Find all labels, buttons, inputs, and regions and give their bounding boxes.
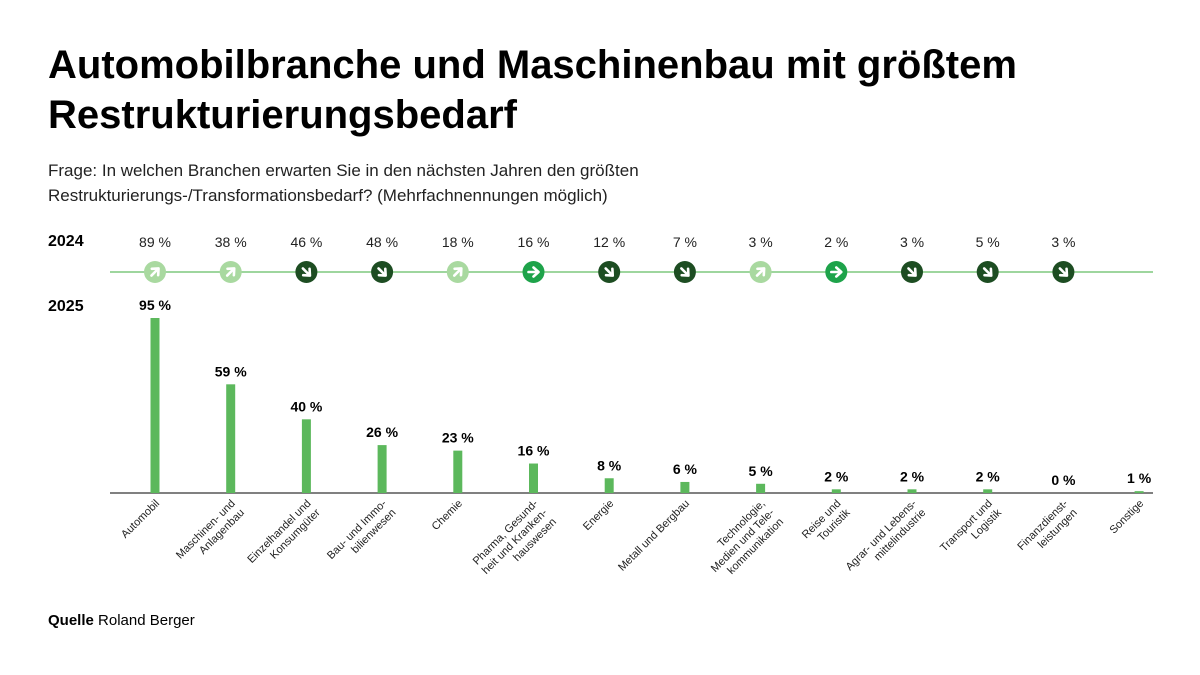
bar-2025 [301, 419, 311, 493]
bar-2025 [680, 481, 690, 493]
value-label-2025: 40 % [290, 398, 322, 414]
value-label-2025: 6 % [673, 461, 698, 477]
trend-down-icon [1052, 261, 1075, 283]
source-note: Quelle Roland Berger [48, 612, 195, 629]
trend-flat-icon [825, 261, 848, 283]
category-label: Finanzdienst-leistungen [1015, 497, 1080, 562]
source-label: Quelle [48, 612, 94, 629]
trend-up-icon [219, 261, 242, 283]
category-label: Sonstige [1107, 498, 1146, 537]
value-label-2025: 26 % [366, 424, 398, 440]
trend-up-icon [446, 261, 469, 283]
trend-down-icon [295, 261, 318, 283]
value-label-2024: 38 % [215, 234, 247, 250]
category-label: Pharma, Gesund-heit und Kranken-hauswese… [471, 497, 560, 586]
bar-2025 [831, 489, 841, 493]
value-label-2024: 18 % [442, 234, 474, 250]
value-label-2025: 59 % [215, 363, 247, 379]
value-label-2025: 2 % [824, 468, 849, 484]
value-label-2025: 16 % [518, 443, 550, 459]
trend-flat-icon [522, 261, 545, 283]
value-label-2024: 16 % [518, 234, 550, 250]
value-label-2025: 5 % [749, 463, 774, 479]
trend-down-icon [673, 261, 696, 283]
category-label: Energie [581, 498, 616, 533]
row-label-2024: 2024 [48, 233, 84, 250]
bar-2025 [529, 463, 538, 493]
category-label: Maschinen- undAnlagenbau [174, 498, 247, 571]
chart-title: Automobilbranche und Maschinenbau mit gr… [48, 43, 1017, 137]
bar-chart: 89 % 95 % Automobil 38 % 59 % Maschinen- undA… [110, 234, 1153, 586]
row-label-2025: 2025 [48, 298, 84, 315]
value-label-2025: 0 % [1051, 472, 1076, 488]
chart-subtitle: Frage: In welchen Branchen erwarten Sie … [48, 161, 639, 205]
trend-up-icon [749, 261, 772, 283]
bar-2025 [604, 478, 614, 493]
trend-down-icon [901, 261, 923, 283]
value-label-2024: 12 % [593, 234, 625, 250]
bar-2025 [377, 445, 387, 493]
value-label-2024: 46 % [290, 234, 322, 250]
bar-2025 [1134, 491, 1144, 493]
value-label-2025: 95 % [139, 297, 171, 313]
value-label-2024: 5 % [976, 234, 1000, 250]
bar-2025 [983, 489, 993, 493]
category-label: Technologie,Medien und Tele-kommunikatio… [700, 497, 787, 584]
value-label-2025: 2 % [976, 468, 1001, 484]
bar-2025 [907, 489, 917, 493]
category-label: Agrar- und Lebens-mittelindustrie [844, 497, 929, 582]
trend-down-icon [598, 261, 621, 283]
trend-up-icon [144, 261, 166, 283]
value-label-2024: 3 % [1051, 234, 1075, 250]
trend-down-icon [976, 261, 999, 283]
category-label: Bau- und Immo-bilienwesen [325, 497, 399, 571]
category-label: Metall und Bergbau [616, 498, 692, 574]
value-label-2025: 23 % [442, 430, 474, 446]
category-label: Automobil [119, 498, 162, 541]
bar-2025 [226, 384, 236, 493]
value-label-2025: 1 % [1127, 470, 1152, 486]
value-label-2025: 2 % [900, 468, 925, 484]
value-label-2024: 7 % [673, 234, 697, 250]
category-label: Chemie [430, 498, 465, 533]
value-label-2024: 2 % [824, 234, 848, 250]
category-label: Transport undLogistik [938, 497, 1004, 563]
value-label-2024: 3 % [749, 234, 773, 250]
category-label: Einzelhandel undKonsumgüter [245, 497, 323, 575]
value-label-2025: 8 % [597, 457, 622, 473]
bar-2025 [453, 450, 463, 493]
category-label: Reise undTouristik [800, 497, 853, 550]
value-label-2024: 48 % [366, 234, 398, 250]
value-label-2024: 3 % [900, 234, 924, 250]
source-name: Roland Berger [98, 612, 195, 629]
bar-2025 [150, 318, 160, 493]
bar-2025 [756, 483, 766, 493]
trend-down-icon [371, 261, 394, 283]
value-label-2024: 89 % [139, 234, 171, 250]
